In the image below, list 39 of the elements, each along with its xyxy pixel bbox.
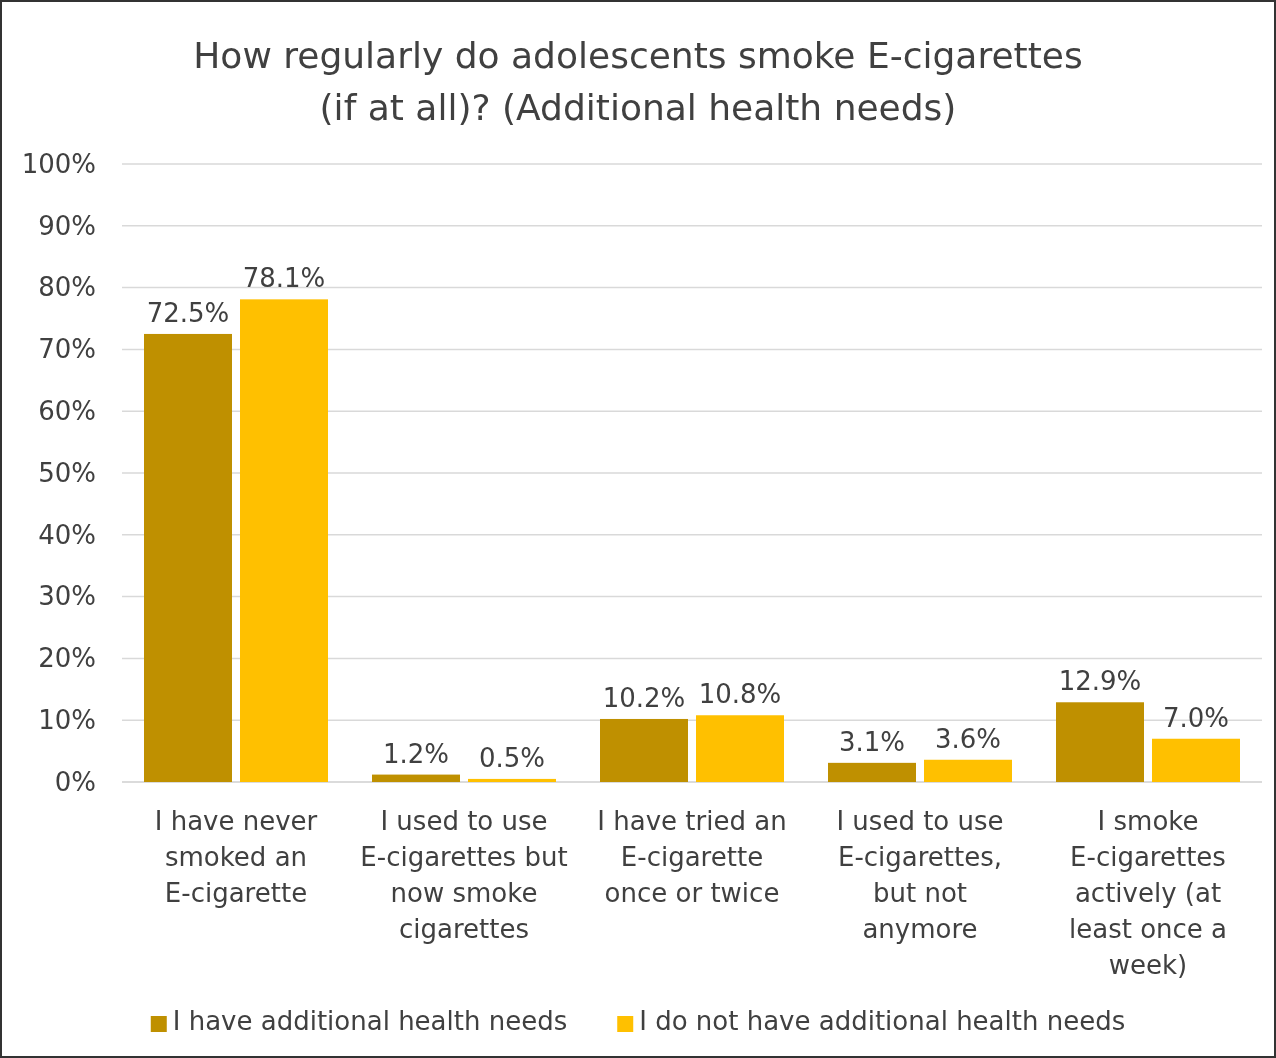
y-tick-label: 0%	[54, 766, 96, 797]
y-tick-label: 80%	[38, 272, 96, 303]
y-tick-label: 70%	[38, 334, 96, 365]
bar	[468, 778, 556, 782]
bar	[144, 333, 232, 782]
y-tick-label: 50%	[38, 457, 96, 488]
bar	[924, 759, 1012, 782]
bar	[1056, 702, 1144, 782]
y-tick-label: 10%	[38, 705, 96, 736]
y-tick-label: 60%	[38, 396, 96, 427]
bar	[828, 762, 916, 782]
data-label: 72.5%	[146, 297, 230, 328]
data-label: 78.1%	[242, 263, 326, 294]
bar	[696, 715, 784, 782]
legend-label: I do not have additional health needs	[639, 1006, 1126, 1036]
data-label: 3.6%	[934, 723, 1002, 754]
y-tick-label: 90%	[38, 210, 96, 241]
legend-label: I have additional health needs	[172, 1006, 568, 1036]
x-tick-label: I used to use E-cigarettes but now smoke cigarettes	[360, 806, 568, 944]
x-tick-label: I have never smoked an E-cigarette	[154, 806, 318, 908]
data-label: 1.2%	[382, 738, 450, 769]
bar	[240, 299, 328, 782]
bar	[1152, 738, 1240, 782]
bar	[372, 774, 460, 782]
data-label: 3.1%	[838, 726, 906, 757]
data-label: 10.8%	[698, 679, 782, 710]
x-tick-label: I smoke E-cigarettes actively (at least once a week)	[1068, 806, 1228, 980]
data-label: 7.0%	[1162, 702, 1230, 733]
y-tick-label: 20%	[38, 643, 96, 674]
data-label: 0.5%	[478, 742, 546, 773]
y-tick-label: 100%	[21, 148, 96, 179]
x-tick-label: I used to use E-cigarettes, but not anymore	[836, 806, 1004, 944]
x-tick-label: I have tried an E-cigarette once or twice	[597, 806, 787, 908]
y-tick-label: 40%	[38, 519, 96, 550]
data-label: 10.2%	[602, 682, 686, 713]
chart-title: How regularly do adolescents smoke E-cigarettes (if at all)? (Additional health needs)	[193, 35, 1083, 128]
data-label: 12.9%	[1058, 666, 1142, 697]
bar	[600, 718, 688, 782]
y-tick-label: 30%	[38, 581, 96, 612]
